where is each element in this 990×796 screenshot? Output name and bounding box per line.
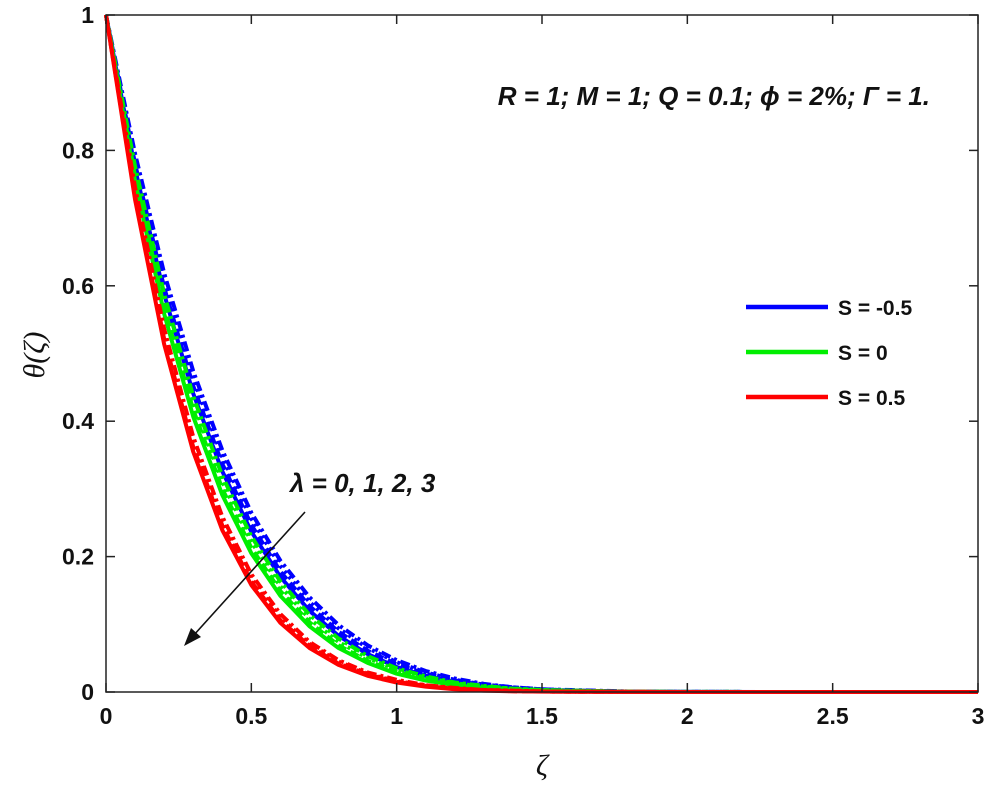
ticks-layer: 0 0.5 1 1.5 2 2.5 3 0 0.2 0.4 0.6 0.8 1 [62, 2, 984, 729]
x-tick-label: 1.5 [526, 703, 558, 729]
x-tick-label: 0 [100, 703, 113, 729]
annotation-arrow [192, 511, 306, 637]
x-tick-label: 0.5 [235, 703, 267, 729]
y-tick-label: 0.4 [62, 408, 94, 434]
y-tick-label: 0.2 [62, 544, 94, 570]
y-tick-label: 1 [81, 2, 94, 28]
series-line-2-lambda-3 [104, 14, 978, 694]
y-tick-label: 0.8 [62, 137, 94, 163]
legend: S = -0.5 S = 0 S = 0.5 [746, 297, 912, 410]
x-tick-label: 2.5 [817, 703, 849, 729]
series-line-1-lambda-1 [104, 14, 978, 694]
series-line-0-lambda-2 [104, 14, 978, 694]
y-tick-label: 0 [81, 679, 94, 705]
legend-label: S = -0.5 [838, 297, 912, 320]
y-tick-label: 0.6 [62, 273, 94, 299]
legend-label: S = 0 [838, 342, 888, 365]
arrow-annotation: λ = 0, 1, 2, 3 [288, 468, 436, 498]
legend-label: S = 0.5 [838, 387, 905, 410]
x-tick-label: 1 [390, 703, 403, 729]
parameter-annotation: R = 1; M = 1; Q = 0.1; ϕ = 2%; Γ = 1. [498, 81, 930, 111]
x-tick-label: 3 [972, 703, 985, 729]
annotation-arrowhead [184, 628, 201, 646]
x-tick-label: 2 [681, 703, 694, 729]
y-axis-label: θ(ζ) [18, 332, 51, 379]
x-axis-label: ζ [536, 749, 550, 782]
